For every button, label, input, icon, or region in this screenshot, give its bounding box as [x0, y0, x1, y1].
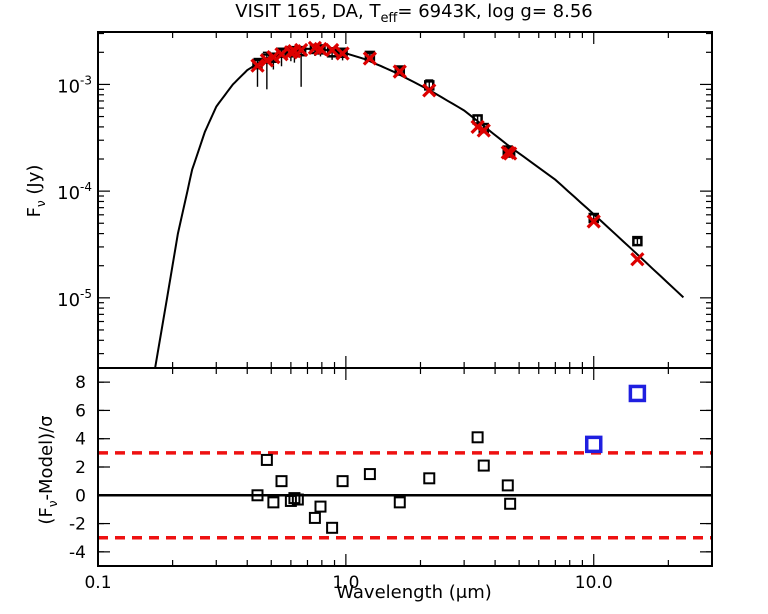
- x-tick-label: 0.1: [84, 573, 111, 593]
- residual-y-tick-label: 0: [75, 486, 86, 506]
- cross-stroke: [630, 252, 645, 267]
- sed-y-tick-label: 10-3: [57, 73, 92, 97]
- synthetic-point: [283, 45, 299, 60]
- residual-point: [291, 493, 304, 506]
- cross-stroke: [476, 123, 491, 138]
- synthetic-point: [266, 50, 281, 65]
- cross-stroke: [422, 83, 437, 98]
- residual-y-tick-label: 8: [75, 373, 86, 393]
- synthetic-point: [630, 252, 645, 267]
- residual-panel: -4 -2 0 2 4 6 8: [69, 367, 713, 567]
- synthetic-point: [313, 41, 328, 57]
- observed-point: [295, 45, 307, 57]
- residual-y-axis-label: (Fν-Model)/σ: [36, 415, 60, 524]
- residual-point: [501, 479, 514, 492]
- residual-y-tick-labels: -4 -2 0 2 4 6 8: [69, 373, 86, 563]
- residual-markers: [251, 431, 517, 534]
- outlier-point: [628, 384, 647, 403]
- observed-point: [472, 114, 483, 125]
- x-tick-labels: 0.1 1.0 10.0: [84, 573, 612, 593]
- observed-point: [632, 235, 643, 247]
- reference-lines: [98, 451, 712, 540]
- observed-point: [337, 47, 348, 59]
- residual-point: [308, 511, 321, 524]
- sed-y-tick-labels: 10-3 10-4 10-5: [57, 73, 92, 310]
- outlier-markers: [584, 384, 647, 454]
- synthetic-flux-markers: [250, 40, 645, 267]
- cross-stroke: [335, 46, 350, 61]
- x-tick-label: 10.0: [575, 573, 613, 593]
- residual-point: [314, 500, 327, 513]
- synthetic-point: [586, 214, 601, 229]
- model-curve: [154, 47, 685, 369]
- synthetic-point: [335, 46, 350, 61]
- synthetic-point: [392, 64, 407, 79]
- residual-y-tick-label: 2: [75, 458, 86, 478]
- residual-point: [504, 497, 517, 510]
- residual-y-tick-label: 6: [75, 401, 86, 421]
- cross-stroke: [324, 42, 340, 58]
- sed-y-tick-label: 10-4: [57, 180, 92, 204]
- residual-y-tick-label: 4: [75, 430, 86, 450]
- residual-point: [393, 496, 406, 509]
- residual-point: [363, 468, 376, 481]
- sed-y-axis-label: Fν (Jy): [24, 165, 48, 218]
- residual-y-tick-label: -4: [69, 543, 86, 563]
- cross-stroke: [266, 50, 281, 65]
- residual-point: [284, 494, 297, 507]
- synthetic-point: [476, 123, 491, 138]
- residual-point: [326, 521, 339, 534]
- residual-y-tick-label: -2: [69, 515, 86, 535]
- synthetic-point: [294, 42, 309, 58]
- residual-point: [423, 472, 436, 485]
- cross-stroke: [586, 214, 601, 229]
- residual-point: [477, 459, 490, 472]
- synthetic-point: [503, 146, 518, 161]
- cross-stroke: [307, 40, 323, 56]
- residual-point: [260, 453, 273, 466]
- cross-stroke: [250, 58, 265, 73]
- sed-y-tick-label: 10-5: [57, 287, 92, 311]
- cross-stroke: [274, 47, 289, 62]
- observed-point: [394, 65, 406, 76]
- synthetic-point: [250, 58, 265, 73]
- residual-point: [267, 496, 280, 509]
- residual-point: [471, 431, 484, 444]
- residual-point: [251, 489, 264, 502]
- cross-stroke: [503, 146, 518, 161]
- residual-point: [336, 475, 349, 488]
- outlier-point: [584, 435, 603, 454]
- cross-stroke: [362, 51, 378, 66]
- residual-panel-frame: [97, 367, 713, 567]
- cross-stroke: [392, 64, 407, 79]
- cross-stroke: [470, 119, 485, 135]
- chart-title: VISIT 165, DA, Teff= 6943K, log g= 8.56: [235, 1, 592, 26]
- cross-stroke: [294, 42, 309, 58]
- x-tick-label: 1.0: [332, 573, 359, 593]
- synthetic-point: [422, 83, 437, 98]
- synthetic-point: [324, 42, 340, 58]
- x-axis-label: Wavelength (μm): [336, 582, 492, 603]
- synthetic-point: [362, 51, 378, 66]
- residual-point: [275, 475, 288, 488]
- residual-point: [288, 492, 301, 505]
- cross-stroke: [313, 41, 328, 57]
- cross-stroke: [283, 45, 299, 60]
